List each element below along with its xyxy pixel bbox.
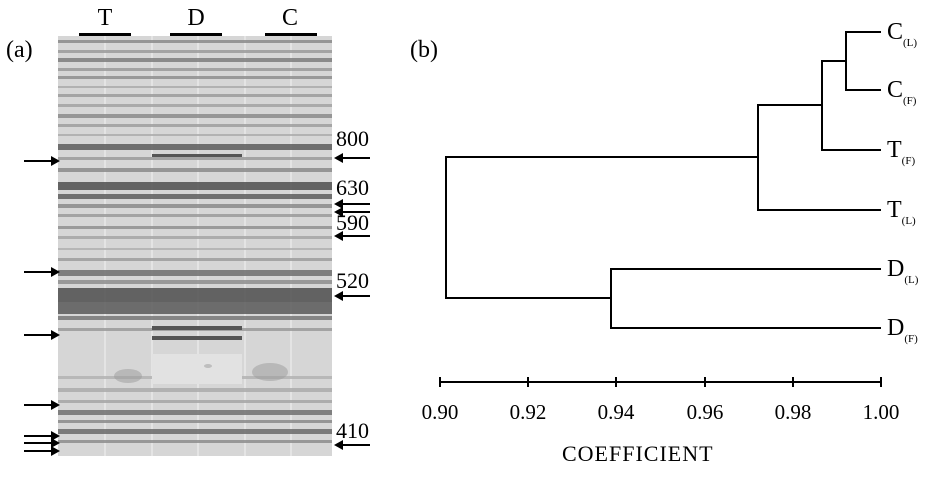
x-tick-label: 0.96 [686,400,724,424]
lane-bar-c [265,33,317,36]
right-arrow-icon [24,156,60,166]
x-tick-label: 0.94 [597,400,635,424]
x-tick-label: 0.90 [421,400,459,424]
dendrogram-branch [757,104,881,211]
dendrogram-branch [845,31,881,91]
size-label-800: 800 [336,126,369,151]
lane-label-t: T [97,5,113,31]
leaf-label-t-f: T(F) [887,137,916,167]
right-arrow-icon [24,431,60,441]
lane-label-d: D [187,5,205,31]
left-arrow-icon [334,199,370,209]
size-label-590: 590 [336,210,369,235]
dendrogram-branch [821,60,881,151]
left-arrow-icon [334,153,370,163]
dendrogram-branch [445,156,758,299]
left-arrow-icon [334,231,370,241]
leaf-label-c-f: C(F) [887,77,917,107]
leaf-label-c-l: C(L) [887,19,918,49]
panel-a-label: (a) [6,37,33,63]
leaf-label-d-f: D(F) [887,315,918,345]
x-tick-label: 0.98 [774,400,812,424]
lane-bar-d [170,33,222,36]
leaf-label-d-l: D(L) [887,256,919,286]
leaf-label-t-l: T(L) [887,197,916,227]
lane-label-c: C [281,5,298,31]
right-arrow-icon [24,438,60,448]
x-tick-label: 0.92 [509,400,547,424]
right-arrow-icon [24,330,60,340]
left-arrow-icon [334,440,370,450]
size-label-520: 520 [336,268,369,293]
x-tick-label: 1.00 [862,400,900,424]
x-axis-title: COEFFICIENT [562,441,714,466]
panel-b-label: (b) [410,37,438,63]
right-arrow-icon [24,400,60,410]
left-arrow-icon [334,207,370,217]
size-label-410: 410 [336,418,369,443]
dendrogram-branch [610,268,881,329]
right-arrow-icon [24,267,60,277]
lane-bar-t [79,33,131,36]
size-label-630: 630 [336,175,369,200]
right-arrow-icon [24,446,60,456]
gel-image [58,36,332,456]
left-arrow-icon [334,291,370,301]
